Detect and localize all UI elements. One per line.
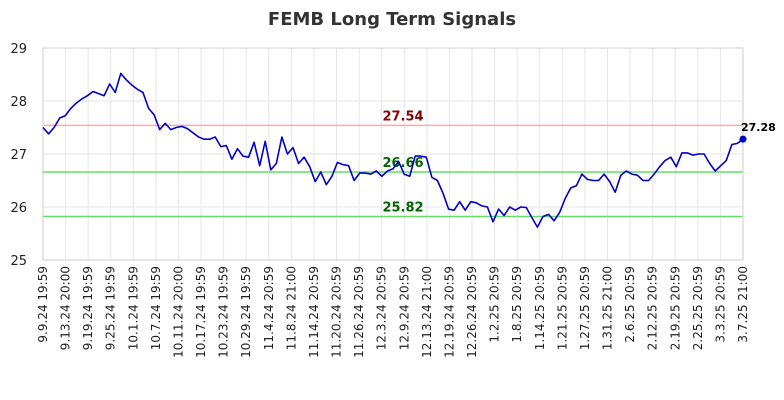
x-tick-label: 10.7.24 19:59 [149,266,163,350]
x-tick-label: 2.19.25 20:59 [668,266,682,350]
x-tick-label: 9.9.24 19:59 [36,266,50,343]
x-tick-label: 10.23.24 19:59 [217,266,231,358]
x-tick-label: 12.19.24 20:59 [442,266,456,358]
x-tick-label: 12.9.24 20:59 [397,266,411,350]
series-line [42,72,744,228]
x-tick-label: 11.20.24 20:59 [330,266,344,358]
chart-title: FEMB Long Term Signals [268,9,516,30]
x-tick-label: 2.12.25 20:59 [646,266,660,350]
x-tick-label: 1.14.25 20:59 [533,266,547,350]
x-tick-label: 11.26.24 20:59 [352,266,366,358]
x-tick-label: 11.4.24 20:59 [262,266,276,350]
grid [42,47,744,261]
x-tick-label: 12.13.24 21:00 [420,266,434,358]
y-tick-label: 28 [10,95,27,110]
support-level-label: 26.66 [382,156,423,171]
y-tick-label: 26 [10,201,27,216]
x-tick-label: 9.13.24 20:00 [59,266,73,350]
x-tick-label: 10.29.24 19:59 [239,266,253,358]
support-level-label: 25.82 [382,201,423,216]
x-tick-label: 2.25.25 20:59 [691,266,705,350]
y-tick-label: 27 [10,148,27,163]
x-tick-label: 1.8.25 20:59 [510,266,524,343]
resistance-level-label: 27.54 [382,109,423,124]
last-value-label: 27.28 [741,121,776,134]
x-tick-label: 2.6.25 20:59 [623,266,637,343]
x-tick-label: 9.19.24 19:59 [81,266,95,350]
x-tick-label: 10.17.24 19:59 [194,266,208,358]
x-tick-label: 11.14.24 20:59 [307,266,321,358]
y-tick-label: 25 [10,254,27,269]
x-tick-label: 1.27.25 20:59 [578,266,592,350]
x-tick-label: 11.8.24 21:00 [284,266,298,350]
y-axis-ticks: 25 26 27 28 29 [10,42,27,269]
x-tick-label: 3.3.25 20:59 [713,266,727,343]
x-tick-label: 1.21.25 20:59 [555,266,569,350]
x-tick-label: 9.25.24 19:59 [104,266,118,350]
y-tick-label: 29 [10,42,27,57]
x-tick-label: 1.2.25 20:59 [488,266,502,343]
x-tick-label: 3.7.25 21:00 [736,266,750,343]
x-tick-label: 1.31.25 21:00 [601,266,615,350]
last-point-marker [739,135,747,143]
x-tick-label: 10.1.24 19:59 [126,266,140,350]
x-tick-label: 10.11.24 20:00 [171,266,185,358]
signal-levels: 27.54 26.66 25.82 [43,109,743,218]
plot-frame [42,47,744,261]
x-tick-label: 12.26.24 20:59 [465,266,479,358]
x-tick-label: 12.3.24 20:59 [375,266,389,350]
price-series: 27.28 [42,72,776,228]
x-axis-ticks: 9.9.24 19:59 9.13.24 20:00 9.19.24 19:59 9.… [36,266,750,358]
